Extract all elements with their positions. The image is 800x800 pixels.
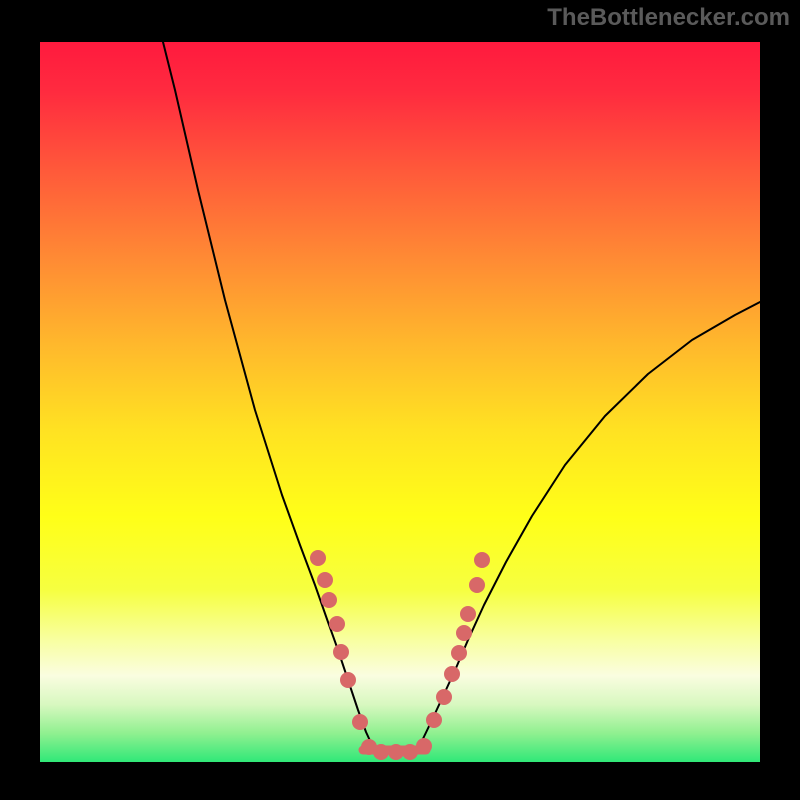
- curve-overlay: [0, 0, 800, 800]
- watermark-text: TheBottlenecker.com: [547, 4, 790, 32]
